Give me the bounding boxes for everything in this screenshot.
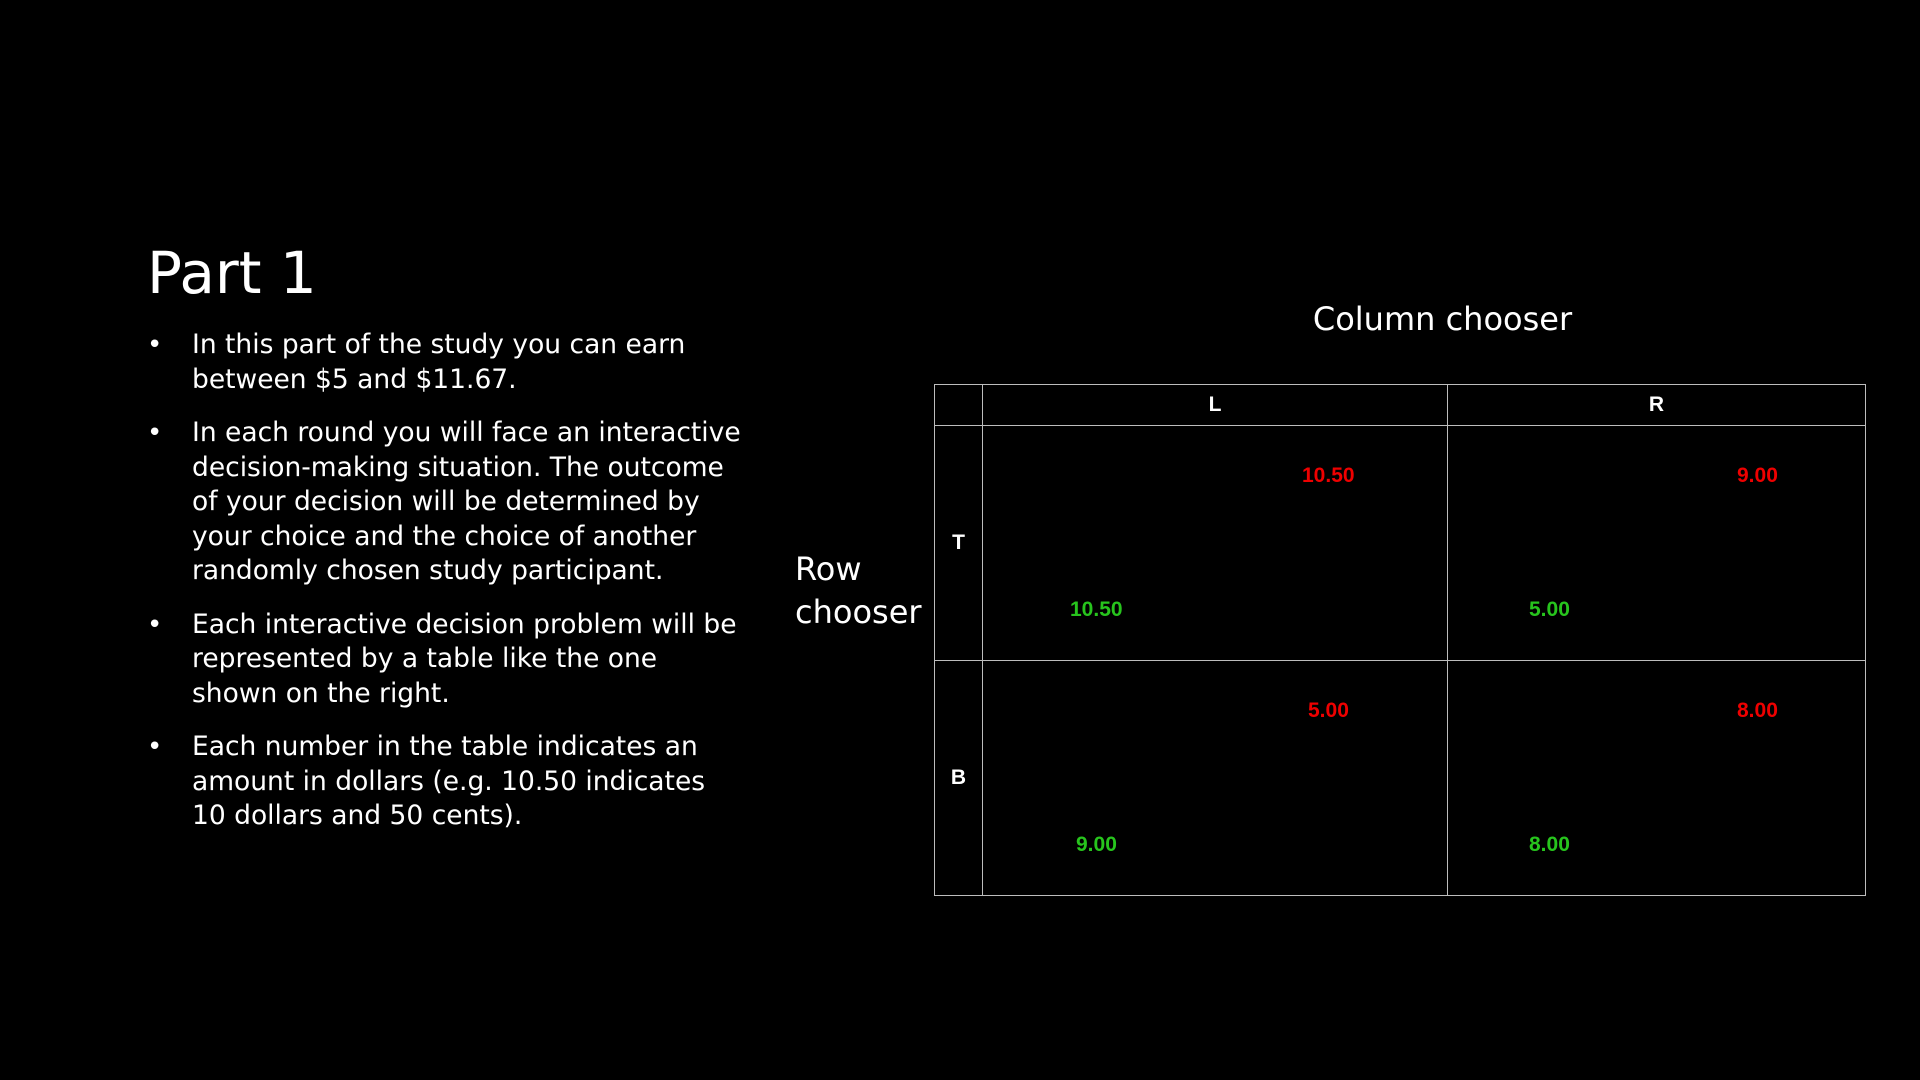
column-header-r: R [1447, 384, 1866, 426]
bullet-dot-icon: • [147, 418, 163, 448]
payoff-cell-br: 8.00 8.00 [1447, 660, 1866, 896]
row-payoff: 5.00 [1529, 598, 1570, 621]
bullet-item: • Each number in the table indicates an … [147, 730, 747, 834]
column-payoff: 9.00 [1737, 464, 1778, 487]
bullet-list: • In this part of the study you can earn… [147, 328, 747, 853]
payoff-table: L R T 10.50 10.50 9.00 5.00 B 5.00 9.00 … [934, 384, 1866, 896]
bullet-item: • In each round you will face an interac… [147, 416, 747, 589]
column-payoff: 8.00 [1737, 699, 1778, 722]
slide-title: Part 1 [147, 239, 317, 307]
column-chooser-label: Column chooser [1312, 300, 1573, 338]
bullet-text: In each round you will face an interacti… [192, 417, 741, 586]
row-chooser-label-line2: chooser [795, 593, 922, 631]
bullet-item: • Each interactive decision problem will… [147, 608, 747, 712]
bullet-dot-icon: • [147, 732, 163, 762]
row-payoff: 8.00 [1529, 833, 1570, 856]
bullet-dot-icon: • [147, 609, 163, 640]
bullet-item: • In this part of the study you can earn… [147, 328, 747, 397]
row-payoff: 10.50 [1070, 598, 1123, 621]
row-chooser-label: Row chooser [795, 548, 922, 634]
row-chooser-label-line1: Row [795, 550, 862, 588]
table-corner [934, 384, 983, 426]
row-payoff: 9.00 [1076, 833, 1117, 856]
bullet-text: Each number in the table indicates an am… [192, 731, 706, 831]
column-header-l: L [982, 384, 1448, 426]
row-header-t: T [934, 425, 983, 661]
payoff-cell-tr: 9.00 5.00 [1447, 425, 1866, 661]
row-header-b: B [934, 660, 983, 896]
bullet-text: Each interactive decision problem will b… [192, 608, 737, 709]
bullet-text: In this part of the study you can earn b… [192, 329, 686, 395]
column-payoff: 10.50 [1302, 464, 1355, 487]
payoff-cell-tl: 10.50 10.50 [982, 425, 1448, 661]
payoff-cell-bl: 5.00 9.00 [982, 660, 1448, 896]
bullet-dot-icon: • [147, 330, 163, 360]
column-payoff: 5.00 [1308, 699, 1349, 722]
